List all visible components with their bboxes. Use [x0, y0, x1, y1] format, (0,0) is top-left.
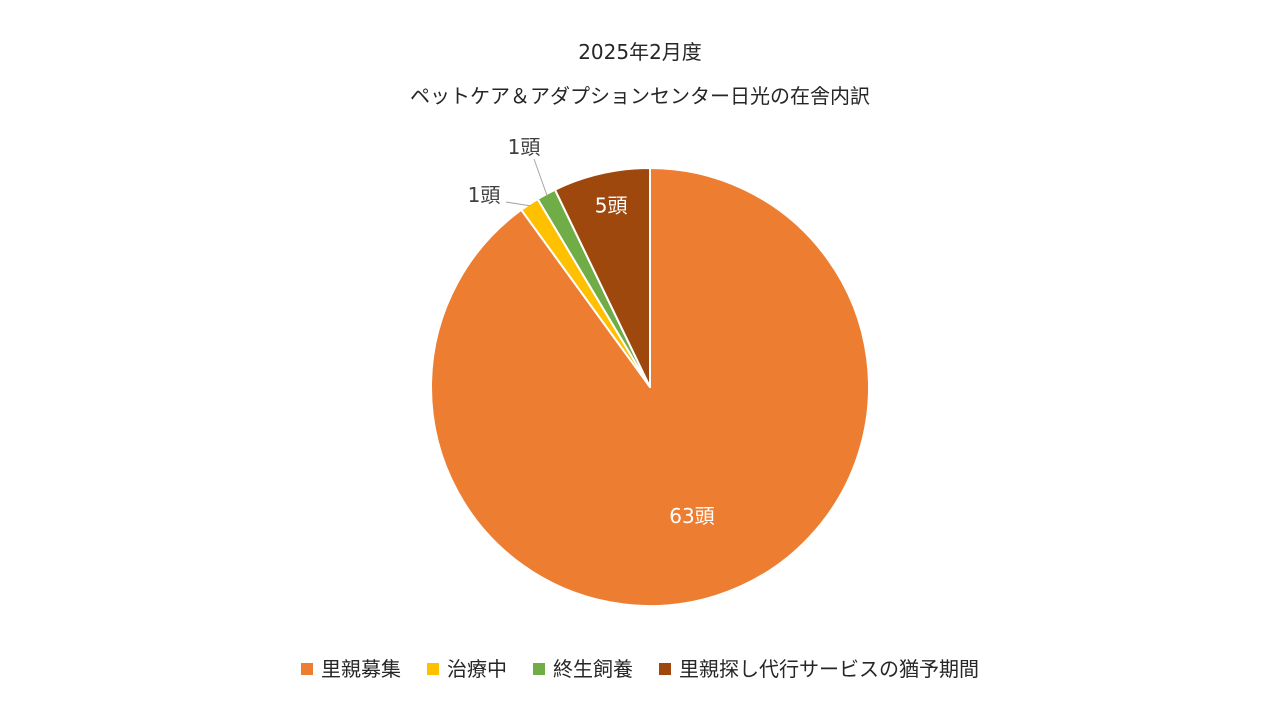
data-label-adoption: 63頭 — [669, 504, 714, 528]
legend-swatch — [427, 663, 439, 675]
legend-label: 里親募集 — [321, 657, 401, 681]
slice-grace-period — [553, 167, 651, 388]
data-label-treatment: 1頭 — [468, 183, 501, 207]
legend-label: 終生飼養 — [553, 657, 633, 681]
legend-item-grace-period: 里親探し代行サービスの猶予期間 — [659, 657, 979, 681]
chart-title: 2025年2月度 — [578, 40, 702, 64]
data-label-grace-period: 5頭 — [595, 193, 628, 217]
chart-subtitle: ペットケア＆アダプションセンター日光の在舎内訳 — [410, 84, 870, 108]
legend-swatch — [659, 663, 671, 675]
data-label-lifelong-care: 1頭 — [508, 135, 541, 159]
leader-line — [533, 158, 548, 197]
legend-item-lifelong-care: 終生飼養 — [533, 657, 633, 681]
legend-item-adoption: 里親募集 — [301, 657, 401, 681]
leader-line — [505, 201, 531, 207]
legend-item-treatment: 治療中 — [427, 657, 507, 681]
legend-label: 治療中 — [447, 657, 507, 681]
legend-swatch — [533, 663, 545, 675]
chart-legend: 里親募集 治療中 終生飼養 里親探し代行サービスの猶予期間 — [0, 657, 1280, 681]
legend-label: 里親探し代行サービスの猶予期間 — [679, 657, 979, 681]
legend-swatch — [301, 663, 313, 675]
